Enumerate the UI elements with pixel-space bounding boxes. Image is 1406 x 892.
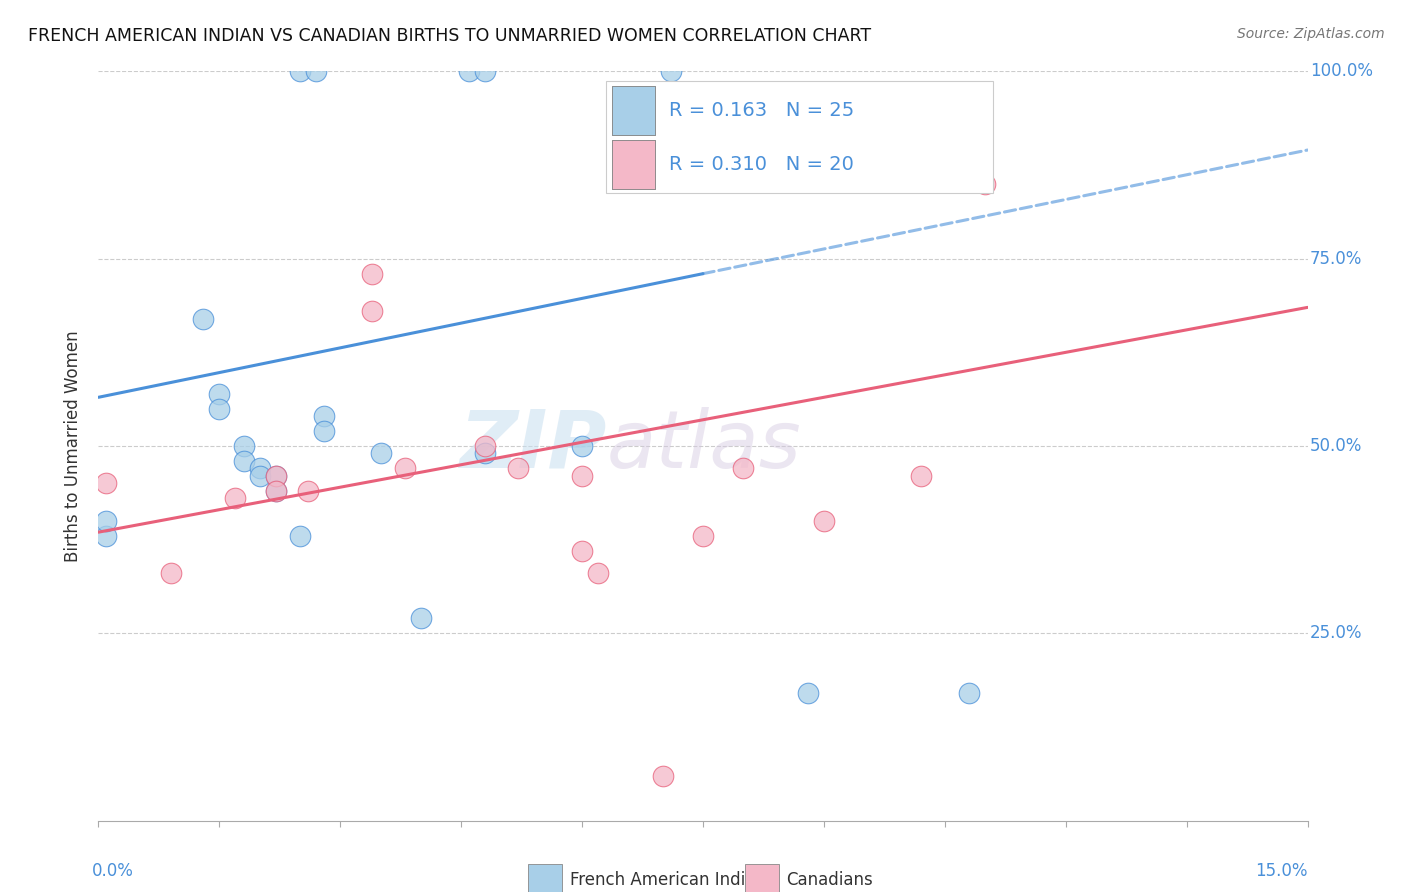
Point [314, 424, 336, 438]
Point [733, 461, 755, 475]
Point [249, 469, 271, 483]
Bar [745, 864, 779, 892]
Point [586, 566, 609, 581]
Point [474, 446, 496, 460]
Point [370, 446, 392, 460]
Point [692, 529, 714, 543]
Y-axis label: Births to Unmarried Women: Births to Unmarried Women [65, 330, 83, 562]
Bar [606, 81, 993, 194]
Text: 0.0%: 0.0% [93, 862, 134, 880]
Point [474, 64, 496, 78]
Point [264, 483, 287, 498]
Point [409, 611, 432, 625]
Bar [527, 864, 561, 892]
Point [474, 439, 496, 453]
Text: R = 0.163   N = 25: R = 0.163 N = 25 [669, 101, 855, 120]
Text: Source: ZipAtlas.com: Source: ZipAtlas.com [1237, 27, 1385, 41]
Point [361, 267, 384, 281]
Point [314, 409, 336, 423]
Point [797, 686, 820, 700]
Point [910, 469, 932, 483]
Point [651, 769, 673, 783]
Point [974, 177, 997, 191]
Bar [612, 87, 655, 135]
Point [394, 461, 416, 475]
Text: FRENCH AMERICAN INDIAN VS CANADIAN BIRTHS TO UNMARRIED WOMEN CORRELATION CHART: FRENCH AMERICAN INDIAN VS CANADIAN BIRTH… [28, 27, 872, 45]
Point [160, 566, 183, 581]
Point [458, 64, 481, 78]
Point [305, 64, 328, 78]
Point [208, 386, 231, 401]
Point [813, 514, 835, 528]
Point [957, 686, 980, 700]
Text: 50.0%: 50.0% [1310, 437, 1362, 455]
Point [193, 311, 215, 326]
Point [208, 401, 231, 416]
Point [361, 304, 384, 318]
Point [571, 439, 593, 453]
Point [659, 64, 682, 78]
Text: 15.0%: 15.0% [1256, 862, 1308, 880]
Point [232, 439, 254, 453]
Point [96, 476, 118, 491]
Point [264, 469, 287, 483]
Point [571, 544, 593, 558]
Text: Canadians: Canadians [786, 871, 873, 888]
Text: atlas: atlas [606, 407, 801, 485]
Text: French American Indians: French American Indians [569, 871, 775, 888]
Point [288, 64, 311, 78]
Point [288, 529, 311, 543]
Point [571, 469, 593, 483]
Point [232, 454, 254, 468]
Bar [612, 140, 655, 188]
Point [96, 514, 118, 528]
Point [249, 461, 271, 475]
Point [297, 483, 319, 498]
Point [96, 529, 118, 543]
Text: 25.0%: 25.0% [1310, 624, 1362, 642]
Point [264, 483, 287, 498]
Text: R = 0.310   N = 20: R = 0.310 N = 20 [669, 155, 853, 174]
Point [264, 469, 287, 483]
Text: 100.0%: 100.0% [1310, 62, 1374, 80]
Text: ZIP: ZIP [458, 407, 606, 485]
Point [224, 491, 246, 506]
Text: 75.0%: 75.0% [1310, 250, 1362, 268]
Point [506, 461, 529, 475]
